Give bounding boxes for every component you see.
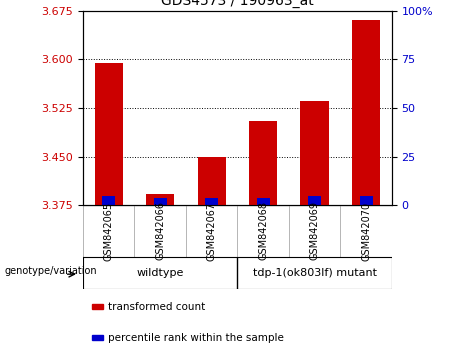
Bar <box>95 63 123 205</box>
Bar <box>352 20 380 205</box>
Bar <box>92 304 103 309</box>
Bar <box>102 195 115 205</box>
Text: GSM842069: GSM842069 <box>310 201 319 261</box>
Bar <box>301 102 329 205</box>
Title: GDS4573 / 190963_at: GDS4573 / 190963_at <box>161 0 314 8</box>
Text: transformed count: transformed count <box>108 302 205 312</box>
Text: GSM842066: GSM842066 <box>155 201 165 261</box>
Bar <box>257 198 270 205</box>
Bar <box>146 194 174 205</box>
Bar <box>92 335 103 340</box>
Text: genotype/variation: genotype/variation <box>4 266 97 276</box>
Bar <box>249 121 278 205</box>
Text: GSM842070: GSM842070 <box>361 201 371 261</box>
Text: percentile rank within the sample: percentile rank within the sample <box>108 333 284 343</box>
Text: wildtype: wildtype <box>136 268 184 278</box>
Text: GSM842065: GSM842065 <box>104 201 114 261</box>
Bar <box>360 195 372 205</box>
Text: GSM842068: GSM842068 <box>258 201 268 261</box>
Text: tdp-1(ok803lf) mutant: tdp-1(ok803lf) mutant <box>253 268 377 278</box>
Bar <box>154 198 166 205</box>
Bar <box>205 198 218 205</box>
Bar <box>197 156 226 205</box>
Bar <box>308 195 321 205</box>
Text: GSM842067: GSM842067 <box>207 201 217 261</box>
